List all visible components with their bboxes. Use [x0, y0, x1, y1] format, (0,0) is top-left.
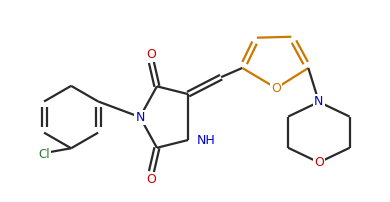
Text: O: O: [147, 174, 156, 186]
Text: NH: NH: [197, 134, 215, 146]
Text: O: O: [147, 48, 156, 61]
Text: O: O: [271, 82, 281, 95]
Text: O: O: [314, 156, 324, 169]
Text: N: N: [314, 95, 324, 108]
Text: N: N: [135, 110, 145, 124]
Text: Cl: Cl: [39, 148, 50, 161]
